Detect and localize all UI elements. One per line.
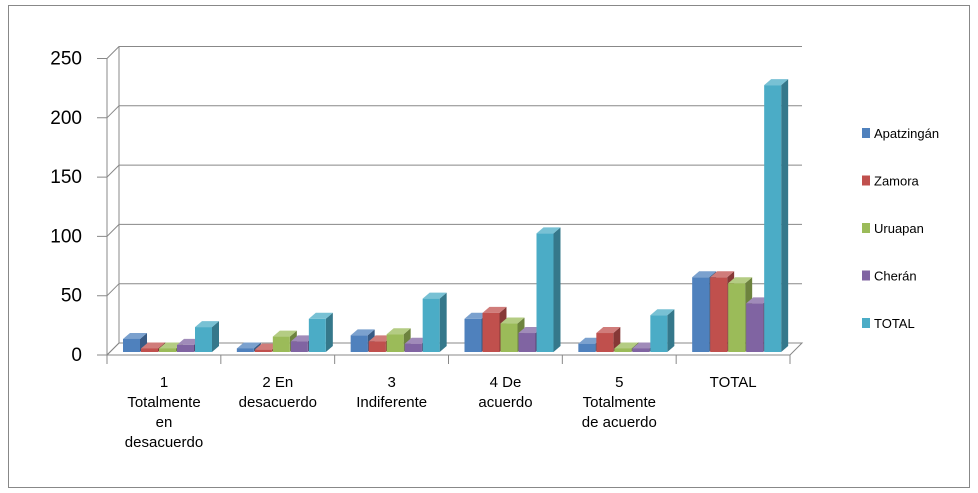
bar-front — [500, 323, 518, 352]
y-tick-label: 100 — [50, 226, 82, 247]
bar — [195, 321, 219, 352]
bar-front — [195, 327, 212, 352]
y-tick-label: 150 — [50, 167, 82, 188]
bar-top — [482, 306, 507, 313]
bar-front — [650, 315, 668, 352]
grid-line — [97, 223, 802, 237]
x-tick-label: 1 Totalmente en desacuerdo — [124, 374, 204, 451]
legend-swatch — [862, 175, 870, 186]
chart-border — [8, 5, 970, 488]
bar-front — [290, 341, 308, 352]
bar-top — [596, 327, 621, 334]
bar-top — [728, 277, 753, 284]
grid-line — [97, 164, 802, 178]
y-tick-label: 200 — [50, 108, 82, 129]
bar — [308, 312, 333, 352]
bar-front — [123, 338, 140, 352]
bar-front — [728, 283, 746, 352]
bar-front — [177, 344, 194, 352]
legend-label: Cherán — [874, 269, 917, 284]
bar — [596, 327, 621, 352]
bar-front — [368, 341, 386, 352]
bar-front — [141, 348, 158, 352]
bar-top — [272, 330, 297, 337]
x-tick-label: 4 De acuerdo — [478, 374, 533, 411]
y-tick-label: 0 — [71, 345, 82, 366]
bar-top — [536, 227, 561, 234]
bar-top — [308, 312, 333, 319]
bar-front — [518, 333, 536, 352]
bar — [650, 309, 675, 352]
bar — [764, 79, 789, 353]
y-tick-label: 250 — [50, 49, 82, 70]
bar-top — [710, 271, 735, 278]
legend-label: Uruapan — [874, 221, 924, 236]
bar-top — [141, 342, 165, 349]
legend-label: TOTAL — [874, 316, 915, 331]
bar-top — [614, 342, 639, 349]
legend-swatch — [862, 318, 870, 328]
bar-front — [764, 85, 782, 353]
bar-top — [386, 328, 411, 335]
legend-swatch — [862, 270, 870, 281]
grid-line — [97, 46, 802, 59]
bar-front — [578, 343, 596, 352]
grid-line — [97, 283, 802, 297]
bar-top — [500, 317, 525, 324]
bar-front — [236, 348, 254, 352]
bar-front — [710, 277, 728, 352]
bar-front — [746, 303, 764, 352]
y-tick-label: 50 — [61, 286, 82, 307]
bar-front — [272, 336, 290, 352]
legend-label: Apatzingán — [874, 126, 939, 141]
bar-front — [632, 348, 650, 352]
bar-top — [764, 79, 789, 86]
bar-front — [159, 348, 176, 352]
bar-front — [536, 233, 554, 352]
bar-front — [404, 343, 422, 352]
bar-side — [667, 309, 675, 352]
bar-top — [195, 321, 219, 328]
x-tick-label: 5 Totalmente de acuerdo — [581, 374, 657, 431]
legend-swatch — [862, 128, 870, 138]
bar-front — [422, 298, 440, 352]
bar-top — [350, 329, 375, 336]
bar-top — [236, 342, 261, 349]
bar-front — [614, 348, 632, 352]
grid-line — [97, 342, 802, 356]
bar-side — [212, 321, 219, 352]
bar-front — [596, 333, 614, 352]
bar-front — [464, 318, 482, 352]
bar — [422, 292, 447, 352]
bar-front — [254, 349, 272, 352]
bar-front — [386, 334, 404, 352]
x-tick-label: 3 Indiferente — [356, 374, 428, 411]
bar-front — [350, 335, 368, 352]
bar-front — [482, 312, 500, 352]
bar-top — [650, 309, 675, 316]
bar-front — [692, 277, 710, 352]
bar-side — [439, 292, 447, 352]
bar-top — [692, 271, 717, 278]
x-tick-label: TOTAL — [709, 374, 757, 391]
bar — [536, 227, 561, 352]
bar-front — [308, 318, 326, 352]
bar-side — [553, 227, 561, 352]
bar-side — [325, 312, 333, 352]
legend-swatch — [862, 223, 870, 233]
grid-line — [97, 105, 802, 119]
bar-side — [781, 79, 789, 353]
x-tick-label: 2 En desacuerdo — [238, 374, 318, 411]
legend-label: Zamora — [874, 174, 920, 189]
bar-top — [123, 332, 147, 339]
bar-top — [422, 292, 447, 299]
